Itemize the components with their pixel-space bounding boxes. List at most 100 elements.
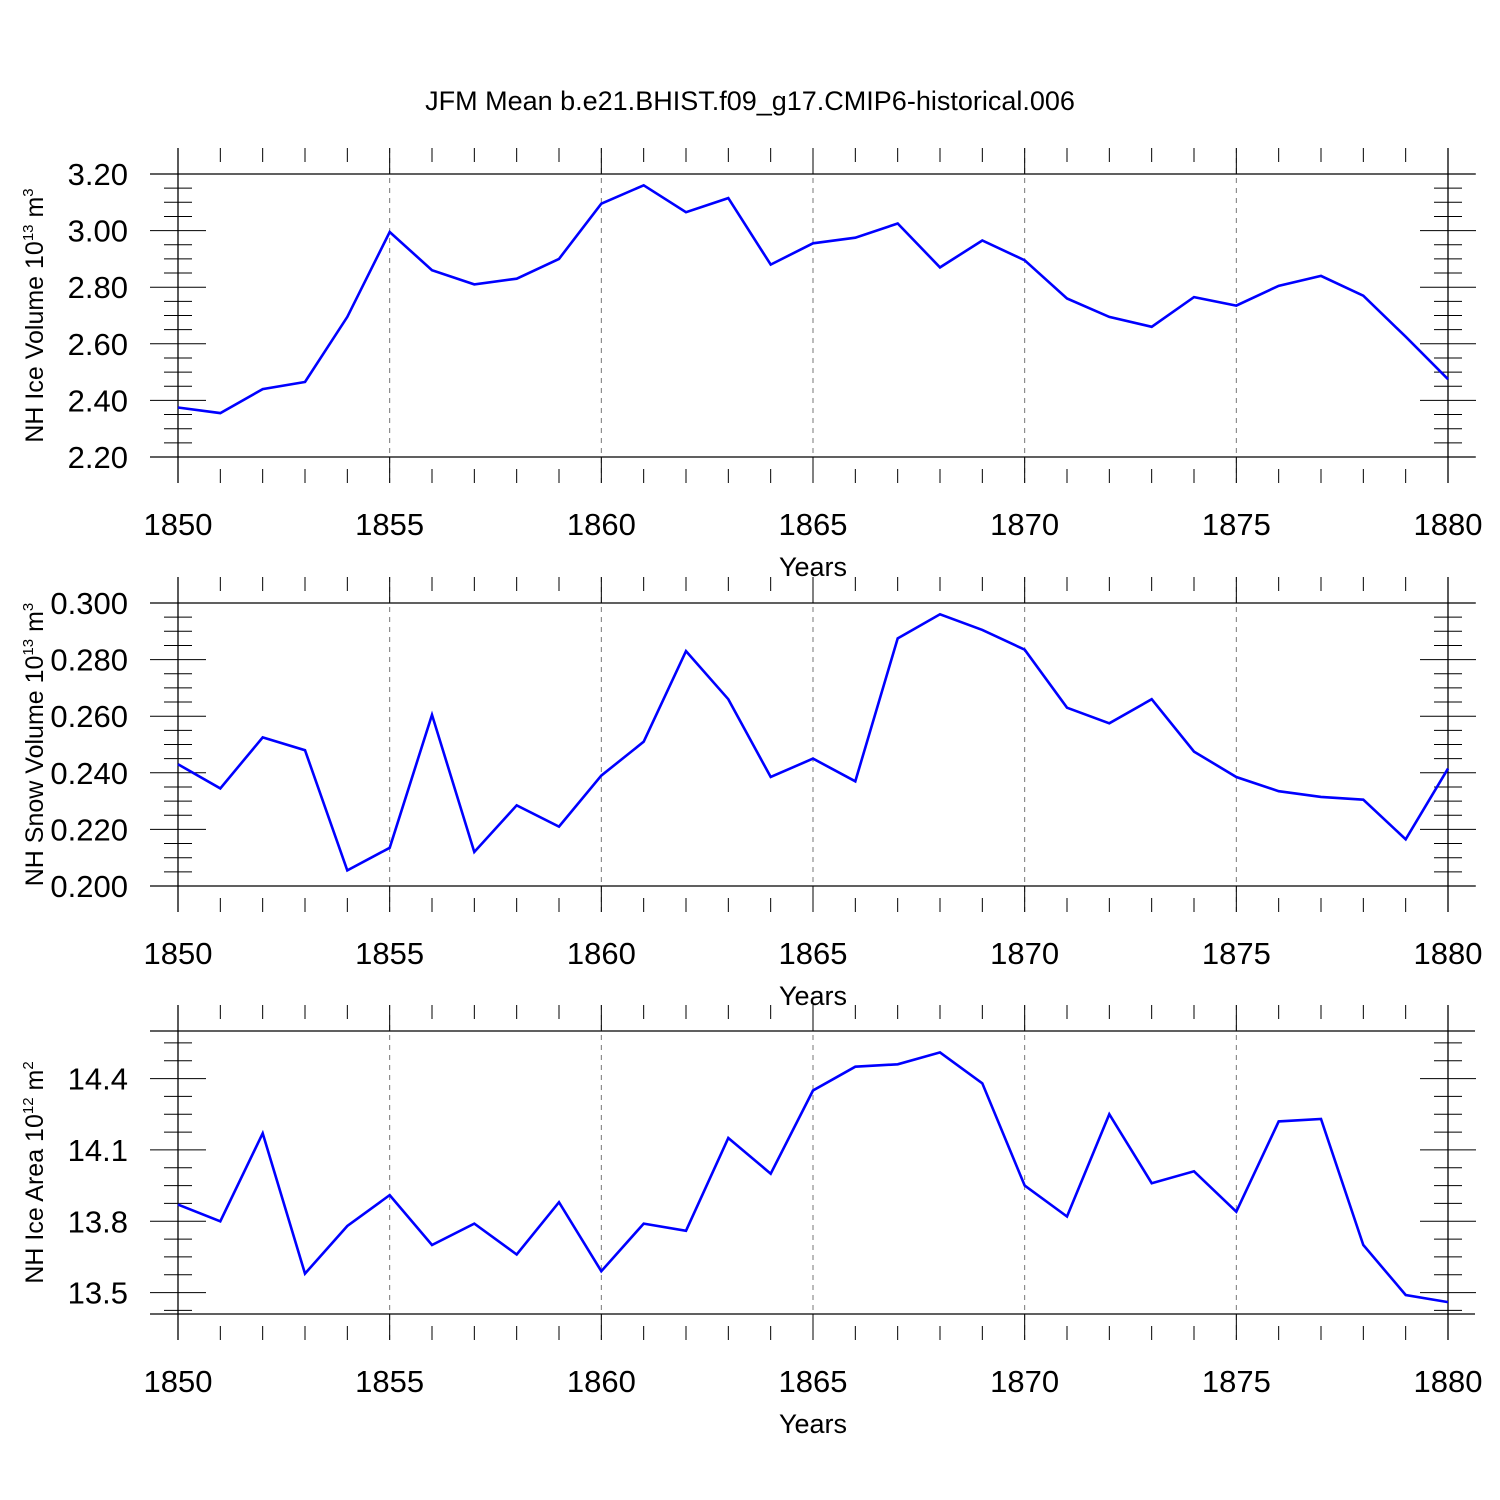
data-point (1319, 795, 1323, 799)
x-tick-label: 1880 (1414, 507, 1483, 542)
y-tick-label: 2.60 (68, 327, 128, 362)
data-point (896, 1062, 900, 1066)
panel-2: 0.200 0.220 0.240 0.260 0.280 0.300 1850 1855 18… (20, 577, 1482, 1011)
x-tick-label: 1855 (355, 507, 424, 542)
data-point (1150, 697, 1154, 701)
data-point (1404, 1293, 1408, 1297)
y-tick-label: 14.1 (68, 1133, 128, 1168)
data-point (1023, 258, 1027, 262)
data-point (176, 1203, 180, 1207)
series-line (177, 612, 1450, 873)
x-tick-label: 1855 (355, 936, 424, 971)
data-point (811, 1088, 815, 1092)
y-axis-label: NH Snow Volume 1013 m3 (20, 603, 49, 887)
data-point (1150, 325, 1154, 329)
x-tick-label: 1875 (1202, 936, 1271, 971)
data-point (1446, 1300, 1450, 1304)
data-point (1234, 1210, 1238, 1214)
data-point (345, 868, 349, 872)
data-point (726, 1136, 730, 1140)
data-point (938, 1050, 942, 1054)
x-axis-label: Years (779, 1409, 847, 1439)
data-point (599, 202, 603, 206)
data-point (1192, 750, 1196, 754)
data-point (388, 1193, 392, 1197)
data-point (1107, 1112, 1111, 1116)
data-point (1192, 295, 1196, 299)
data-point (303, 1272, 307, 1276)
y-tick-label: 0.200 (50, 869, 128, 904)
x-tick-label: 1860 (567, 1364, 636, 1399)
x-tick-label: 1870 (990, 936, 1059, 971)
data-point (430, 1243, 434, 1247)
data-point (1065, 297, 1069, 301)
x-tick-label: 1880 (1414, 1364, 1483, 1399)
data-point (769, 1172, 773, 1176)
y-tick-label: 13.8 (68, 1204, 128, 1239)
panel-3: 13.5 13.8 14.1 14.4 1850 1855 1860 1865 1870 1875… (20, 1005, 1482, 1439)
data-point (1361, 798, 1365, 802)
data-point (218, 411, 222, 415)
y-tick-label: 0.260 (50, 699, 128, 734)
data-point (176, 405, 180, 409)
data-point (1404, 335, 1408, 339)
data-point (1065, 1214, 1069, 1218)
data-point (642, 183, 646, 187)
data-point (472, 1222, 476, 1226)
data-point (980, 628, 984, 632)
x-tick-label: 1870 (990, 507, 1059, 542)
data-point (1361, 294, 1365, 298)
data-point (1319, 1117, 1323, 1121)
data-point (388, 846, 392, 850)
data-point (1277, 284, 1281, 288)
data-point (303, 748, 307, 752)
y-tick-label: 2.20 (68, 440, 128, 475)
data-point (515, 277, 519, 281)
data-point (515, 803, 519, 807)
x-tick-label: 1855 (355, 1364, 424, 1399)
data-point (430, 713, 434, 717)
data-point (1065, 706, 1069, 710)
x-tick-label: 1865 (779, 1364, 848, 1399)
data-point (1234, 304, 1238, 308)
data-point (811, 757, 815, 761)
data-point (1107, 721, 1111, 725)
x-tick-label: 1865 (779, 507, 848, 542)
y-tick-label: 3.20 (68, 157, 128, 192)
y-tick-label: 13.5 (68, 1276, 128, 1311)
data-point (1234, 775, 1238, 779)
data-point (1361, 1243, 1365, 1247)
y-tick-label: 14.4 (68, 1062, 128, 1097)
y-axis-label: NH Ice Area 1012 m2 (20, 1061, 49, 1283)
data-point (1150, 1181, 1154, 1185)
data-point (1192, 1169, 1196, 1173)
data-point (896, 636, 900, 640)
x-tick-label: 1860 (567, 936, 636, 971)
data-point (218, 786, 222, 790)
y-tick-label: 2.80 (68, 270, 128, 305)
data-point (938, 612, 942, 616)
data-point (769, 775, 773, 779)
y-tick-label: 0.280 (50, 643, 128, 678)
y-tick-label: 0.220 (50, 812, 128, 847)
y-tick-label: 0.240 (50, 756, 128, 791)
data-point (1023, 1184, 1027, 1188)
x-tick-label: 1865 (779, 936, 848, 971)
chart-title: JFM Mean b.e21.BHIST.f09_g17.CMIP6-histo… (425, 86, 1075, 116)
data-point (430, 268, 434, 272)
data-point (345, 1224, 349, 1228)
data-point (557, 1200, 561, 1204)
data-point (980, 1081, 984, 1085)
data-point (218, 1219, 222, 1223)
data-point (642, 1222, 646, 1226)
x-tick-label: 1870 (990, 1364, 1059, 1399)
data-point (261, 735, 265, 739)
y-axis-label: NH Ice Volume 1013 m3 (20, 188, 49, 442)
x-tick-label: 1860 (567, 507, 636, 542)
data-point (388, 230, 392, 234)
data-point (557, 257, 561, 261)
data-point (261, 1131, 265, 1135)
data-point (1319, 274, 1323, 278)
y-tick-label: 0.300 (50, 586, 128, 621)
data-point (684, 210, 688, 214)
